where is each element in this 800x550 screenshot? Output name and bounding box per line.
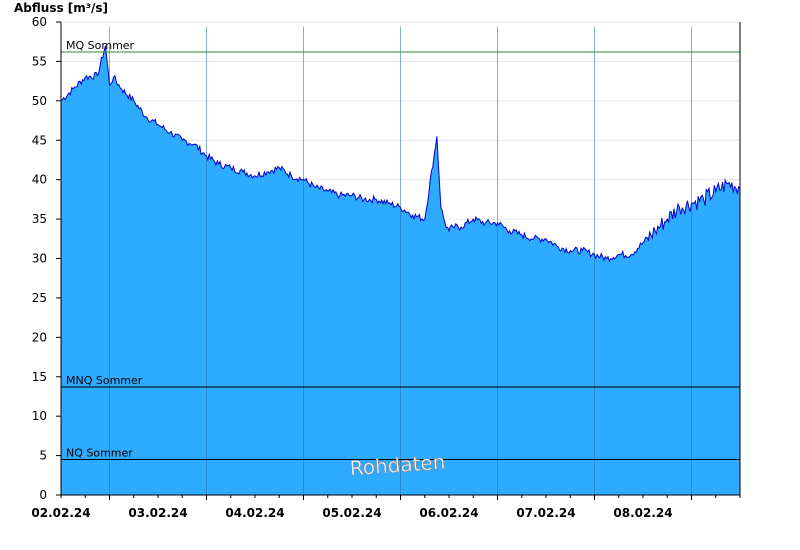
y-tick-label: 55 — [32, 54, 47, 68]
x-tick-label: 08.02.24 — [613, 506, 672, 520]
reference-line-label: NQ Sommer — [66, 447, 133, 460]
y-tick-label: 15 — [32, 370, 47, 384]
y-tick-label: 30 — [32, 252, 47, 266]
x-tick-label: 04.02.24 — [225, 506, 284, 520]
x-tick-label: 06.02.24 — [419, 506, 478, 520]
reference-line-label: MNQ Sommer — [66, 374, 143, 387]
y-tick-label: 60 — [32, 15, 47, 29]
x-tick-label: 03.02.24 — [128, 506, 187, 520]
y-tick-label: 10 — [32, 409, 47, 423]
reference-line-label: MQ Sommer — [66, 39, 135, 52]
x-tick-label: 05.02.24 — [322, 506, 381, 520]
plot-area: MQ Sommer MNQ Sommer NQ Sommer 0 5 10 15 20 25 30… — [31, 15, 741, 520]
x-tick-label: 02.02.24 — [31, 506, 90, 520]
y-tick-label: 35 — [32, 212, 47, 226]
y-tick-label: 5 — [39, 449, 47, 463]
y-tick-label: 25 — [32, 291, 47, 305]
y-tick-label: 50 — [32, 94, 47, 108]
y-tick-label: 20 — [32, 330, 47, 344]
y-tick-label: 0 — [39, 488, 47, 502]
watermark-text: Rohdaten — [349, 450, 446, 481]
y-tick-label: 45 — [32, 133, 47, 147]
discharge-line — [60, 45, 741, 263]
x-tick-label: 07.02.24 — [516, 506, 575, 520]
y-tick-label: 40 — [32, 173, 47, 187]
y-axis-label: Abfluss [m³/s] — [14, 1, 109, 15]
